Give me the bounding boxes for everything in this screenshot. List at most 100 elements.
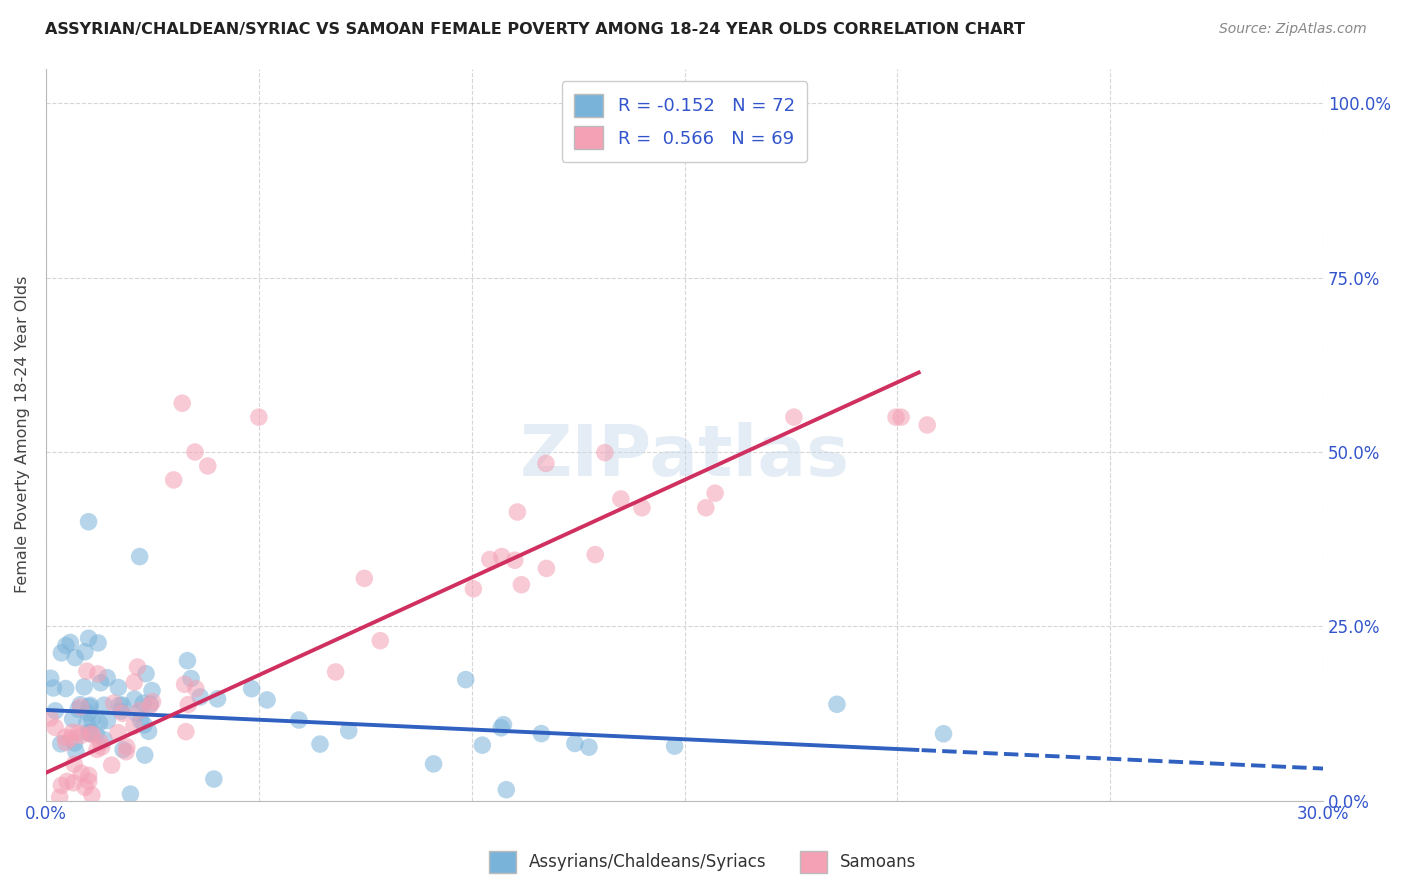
Point: [174, 724, 197, 739]
Point: [39, 711, 62, 725]
Point: [695, 500, 717, 515]
Point: [495, 782, 517, 797]
Point: [139, 698, 162, 713]
Point: [63, 650, 86, 665]
Point: [489, 721, 512, 735]
Point: [76, 664, 98, 678]
Point: [491, 549, 513, 564]
Point: [492, 717, 515, 731]
Point: [53, 731, 76, 745]
Point: [67, 702, 90, 716]
Point: [353, 571, 375, 585]
Point: [825, 698, 848, 712]
Point: [82, 728, 104, 742]
Point: [506, 505, 529, 519]
Point: [184, 445, 207, 459]
Point: [530, 726, 553, 740]
Point: [62, 776, 84, 790]
Point: [309, 737, 332, 751]
Point: [48, 790, 70, 805]
Point: [478, 552, 501, 566]
Point: [124, 692, 146, 706]
Point: [84, 727, 107, 741]
Point: [134, 718, 156, 732]
Point: [115, 739, 138, 754]
Point: [932, 727, 955, 741]
Point: [59, 635, 82, 649]
Point: [77, 632, 100, 646]
Point: [70, 766, 93, 780]
Point: [534, 457, 557, 471]
Point: [664, 739, 686, 753]
Y-axis label: Female Poverty Among 18-24 Year Olds: Female Poverty Among 18-24 Year Olds: [15, 276, 30, 593]
Point: [107, 681, 129, 695]
Point: [631, 500, 654, 515]
Point: [915, 417, 938, 432]
Point: [610, 491, 633, 506]
Point: [62, 712, 84, 726]
Point: [122, 719, 145, 733]
Point: [128, 549, 150, 564]
Point: [120, 787, 142, 801]
Point: [138, 724, 160, 739]
Point: [176, 654, 198, 668]
Point: [87, 666, 110, 681]
Point: [112, 743, 135, 757]
Point: [124, 675, 146, 690]
Point: [96, 714, 118, 728]
Point: [39, 671, 62, 685]
Point: [63, 736, 86, 750]
Point: [368, 633, 391, 648]
Point: [288, 713, 311, 727]
Point: [188, 690, 211, 704]
Point: [89, 736, 111, 750]
Point: [207, 691, 229, 706]
Point: [69, 699, 91, 714]
Point: [76, 716, 98, 731]
Point: [783, 410, 806, 425]
Point: [79, 698, 101, 713]
Text: ZIPatlas: ZIPatlas: [519, 422, 849, 491]
Legend: Assyrians/Chaldeans/Syriacs, Samoans: Assyrians/Chaldeans/Syriacs, Samoans: [482, 845, 924, 880]
Point: [704, 486, 727, 500]
Point: [890, 410, 912, 425]
Point: [141, 695, 163, 709]
Point: [247, 410, 270, 425]
Point: [103, 696, 125, 710]
Text: Source: ZipAtlas.com: Source: ZipAtlas.com: [1219, 22, 1367, 37]
Point: [240, 681, 263, 696]
Point: [51, 646, 73, 660]
Point: [55, 735, 77, 749]
Point: [471, 738, 494, 752]
Point: [49, 737, 72, 751]
Point: [44, 720, 66, 734]
Point: [75, 780, 97, 795]
Point: [73, 645, 96, 659]
Point: [77, 515, 100, 529]
Point: [77, 699, 100, 714]
Point: [51, 779, 73, 793]
Point: [172, 396, 194, 410]
Point: [80, 788, 103, 802]
Point: [42, 681, 65, 695]
Legend: R = -0.152   N = 72, R =  0.566   N = 69: R = -0.152 N = 72, R = 0.566 N = 69: [561, 81, 807, 162]
Point: [202, 772, 225, 786]
Text: ASSYRIAN/CHALDEAN/SYRIAC VS SAMOAN FEMALE POVERTY AMONG 18-24 YEAR OLDS CORRELAT: ASSYRIAN/CHALDEAN/SYRIAC VS SAMOAN FEMAL…: [45, 22, 1025, 37]
Point: [80, 713, 103, 727]
Point: [73, 680, 96, 694]
Point: [163, 473, 186, 487]
Point: [93, 732, 115, 747]
Point: [90, 739, 112, 754]
Point: [184, 681, 207, 696]
Point: [127, 660, 149, 674]
Point: [69, 698, 91, 712]
Point: [141, 683, 163, 698]
Point: [77, 768, 100, 782]
Point: [173, 677, 195, 691]
Point: [256, 693, 278, 707]
Point: [93, 698, 115, 713]
Point: [132, 696, 155, 710]
Point: [67, 726, 90, 740]
Point: [108, 698, 131, 712]
Point: [139, 697, 162, 711]
